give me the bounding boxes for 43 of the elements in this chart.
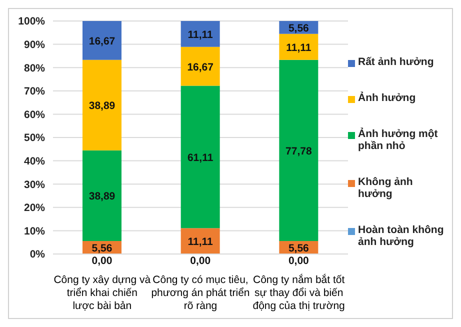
bar (180, 86, 220, 228)
bar (180, 228, 220, 254)
y-tick-label: 60% (24, 108, 46, 121)
data-label: 38,89 (88, 100, 116, 112)
bar (180, 21, 220, 47)
y-tick-label: 50% (24, 132, 46, 144)
bar (82, 60, 122, 150)
y-tick-label: 20% (24, 202, 46, 214)
bar (82, 150, 122, 242)
legend-label: Không ảnh hưởng (358, 176, 414, 200)
y-tick-label: 80% (24, 62, 46, 74)
y-tick-label: 10% (24, 225, 46, 238)
y-tick-label: 0% (30, 248, 46, 261)
data-label: 11,11 (286, 42, 312, 54)
data-label: 16,67 (187, 61, 214, 74)
y-tick-label: 90% (24, 39, 46, 52)
legend-label: Ảnh hưởng một phần nhỏ (358, 128, 439, 152)
bar (82, 21, 122, 60)
data-label: 77,78 (286, 145, 312, 158)
data-label: 11,11 (188, 236, 214, 248)
x-tick-label: Công ty xây dựng và triển khai chiến lược bài bản (54, 274, 151, 312)
data-label: 38,89 (88, 190, 116, 203)
x-tick-label: Công ty nắm bắt tốt sự thay đổi và biến động của thị trường (252, 273, 346, 312)
y-tick-label: 70% (24, 86, 46, 98)
bar (279, 34, 318, 60)
y-tick-label: 40% (24, 156, 46, 168)
data-label: 5,56 (288, 22, 310, 34)
legend-label: Hoàn toàn không ảnh hưởng (358, 224, 445, 248)
data-label: 0,00 (190, 254, 211, 267)
legend-label: Ảnh hưởng (358, 92, 416, 104)
y-tick-label: 100% (18, 16, 46, 28)
data-label: 5,56 (288, 242, 310, 255)
legend-label: Rất ảnh hưởng (358, 56, 434, 68)
data-label: 61,11 (187, 152, 214, 164)
data-label: 0,00 (288, 254, 310, 267)
data-label: 0,00 (92, 254, 112, 267)
x-tick-label: Công ty có mục tiêu, phương án phát triển rõ ràng (151, 274, 250, 312)
data-label: 11,11 (188, 28, 214, 41)
bar (279, 60, 318, 242)
data-label: 5,56 (92, 242, 112, 255)
y-tick-label: 30% (24, 178, 46, 191)
data-label: 16,67 (88, 35, 116, 48)
bar (180, 46, 220, 86)
